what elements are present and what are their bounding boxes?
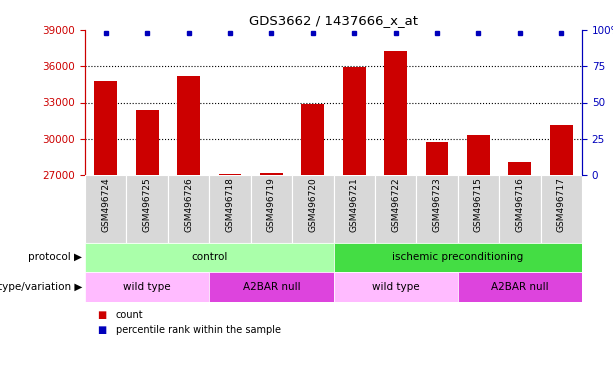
Bar <box>467 135 490 384</box>
Bar <box>126 175 168 243</box>
Text: GSM496726: GSM496726 <box>184 177 193 232</box>
Bar <box>85 272 209 302</box>
Bar <box>425 142 449 384</box>
Text: count: count <box>116 310 143 320</box>
Text: GSM496722: GSM496722 <box>391 177 400 232</box>
Text: GSM496725: GSM496725 <box>143 177 151 232</box>
Text: wild type: wild type <box>372 282 419 292</box>
Bar <box>219 174 242 384</box>
Text: ■: ■ <box>97 310 107 320</box>
Text: GSM496717: GSM496717 <box>557 177 566 232</box>
Bar <box>209 272 333 302</box>
Bar <box>209 175 251 243</box>
Bar <box>509 162 531 384</box>
Text: percentile rank within the sample: percentile rank within the sample <box>116 325 281 335</box>
Bar <box>550 126 573 384</box>
Bar <box>333 175 375 243</box>
Text: GSM496716: GSM496716 <box>516 177 524 232</box>
Text: GSM496718: GSM496718 <box>226 177 234 232</box>
Bar <box>499 175 541 243</box>
Bar <box>458 272 582 302</box>
Bar <box>168 175 209 243</box>
Bar <box>292 175 333 243</box>
Text: GSM496719: GSM496719 <box>267 177 276 232</box>
Bar <box>85 243 333 272</box>
Text: wild type: wild type <box>123 282 171 292</box>
Bar <box>302 104 324 384</box>
Bar <box>541 175 582 243</box>
Text: protocol ▶: protocol ▶ <box>28 253 82 263</box>
Bar <box>343 68 365 384</box>
Text: ischemic preconditioning: ischemic preconditioning <box>392 253 524 263</box>
Text: genotype/variation ▶: genotype/variation ▶ <box>0 282 82 292</box>
Text: A2BAR null: A2BAR null <box>243 282 300 292</box>
Bar <box>375 175 416 243</box>
Bar <box>135 110 159 384</box>
Text: GSM496723: GSM496723 <box>433 177 441 232</box>
Text: ■: ■ <box>97 325 107 335</box>
Text: GSM496720: GSM496720 <box>308 177 318 232</box>
Bar <box>260 173 283 384</box>
Bar <box>177 76 200 384</box>
Title: GDS3662 / 1437666_x_at: GDS3662 / 1437666_x_at <box>249 15 418 27</box>
Text: GSM496715: GSM496715 <box>474 177 483 232</box>
Text: A2BAR null: A2BAR null <box>491 282 549 292</box>
Bar <box>333 272 458 302</box>
Bar <box>333 243 582 272</box>
Bar <box>416 175 458 243</box>
Text: GSM496721: GSM496721 <box>349 177 359 232</box>
Bar <box>251 175 292 243</box>
Bar <box>458 175 499 243</box>
Bar <box>85 175 126 243</box>
Bar <box>94 81 117 384</box>
Text: GSM496724: GSM496724 <box>101 177 110 232</box>
Bar <box>384 51 407 384</box>
Text: control: control <box>191 253 227 263</box>
